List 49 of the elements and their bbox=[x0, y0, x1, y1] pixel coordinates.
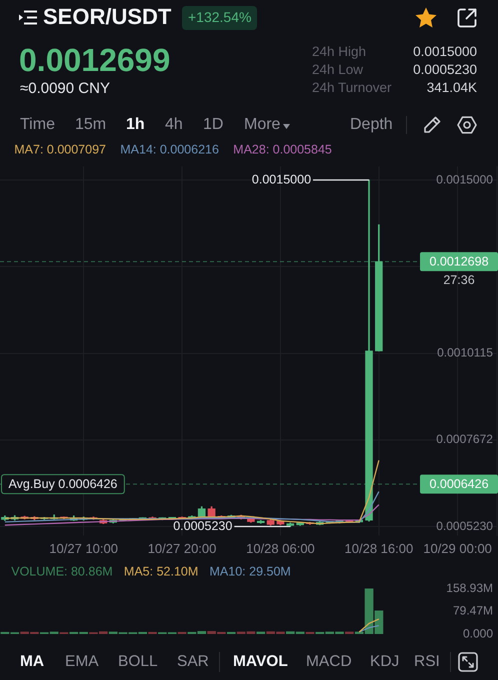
text: 24h Low bbox=[312, 62, 364, 77]
annotation: Avg.Buy 0.0006426 bbox=[8, 477, 118, 492]
text: KDJ bbox=[370, 653, 400, 670]
text: 15m bbox=[75, 116, 106, 133]
text: 0.0015000 bbox=[413, 44, 477, 59]
x-tick-label: 10/28 06:00 bbox=[246, 540, 315, 556]
ref-line-label: 0.0006426 bbox=[429, 477, 489, 492]
x-tick-label: 10/27 20:00 bbox=[148, 540, 216, 556]
text: 24h High bbox=[312, 44, 366, 59]
text: MA bbox=[20, 653, 44, 670]
y-tick-label: 0.000 bbox=[462, 626, 494, 640]
annotation: 0.0005230 bbox=[173, 518, 232, 533]
text: MA5: 52.10M bbox=[124, 564, 198, 579]
text: EMA bbox=[65, 653, 99, 670]
y-tick-label: 0.0010115 bbox=[437, 346, 494, 360]
text: 24h Turnover bbox=[312, 80, 392, 95]
text: VOLUME: 80.86M bbox=[11, 564, 113, 579]
text: MACD bbox=[306, 653, 352, 670]
text: 0.0012699 bbox=[19, 42, 170, 78]
text: BOLL bbox=[118, 653, 158, 670]
text: RSI bbox=[414, 653, 440, 670]
text: Depth bbox=[350, 116, 393, 133]
text: MA7: 0.0007097 bbox=[14, 142, 106, 157]
annotation: 0.0015000 bbox=[252, 172, 312, 186]
annotation: 27:36 bbox=[443, 273, 475, 288]
text: 1h bbox=[126, 116, 145, 133]
text: SEOR/USDT bbox=[43, 4, 172, 29]
text: 1D bbox=[203, 116, 224, 133]
y-tick-label: 79.47M bbox=[452, 604, 493, 618]
text: MA14: 0.0006216 bbox=[120, 142, 219, 157]
x-tick-label: 10/27 10:00 bbox=[49, 540, 118, 556]
x-tick-label: 10/28 16:00 bbox=[344, 540, 414, 556]
y-tick-label: 158.93M bbox=[446, 580, 493, 595]
text: MA10: 29.50M bbox=[210, 564, 291, 579]
text: 4h bbox=[165, 116, 183, 133]
y-tick-label: 0.0015000 bbox=[436, 172, 494, 186]
text: MA28: 0.0005845 bbox=[233, 142, 332, 157]
y-tick-label: 0.0005230 bbox=[436, 518, 494, 533]
text: Time bbox=[20, 116, 55, 133]
text: 0.0005230 bbox=[413, 62, 477, 77]
text: SAR bbox=[177, 653, 209, 670]
ref-line-label: 0.0012698 bbox=[429, 254, 489, 269]
text: More bbox=[244, 116, 280, 133]
y-tick-label: 0.0007672 bbox=[436, 432, 494, 446]
text: MAVOL bbox=[233, 653, 288, 670]
text: 341.04K bbox=[426, 80, 477, 95]
badge: +132.54% bbox=[182, 6, 258, 30]
text: ≈0.0090 CNY bbox=[20, 80, 110, 97]
x-tick-label: 10/29 00:00 bbox=[423, 540, 492, 556]
